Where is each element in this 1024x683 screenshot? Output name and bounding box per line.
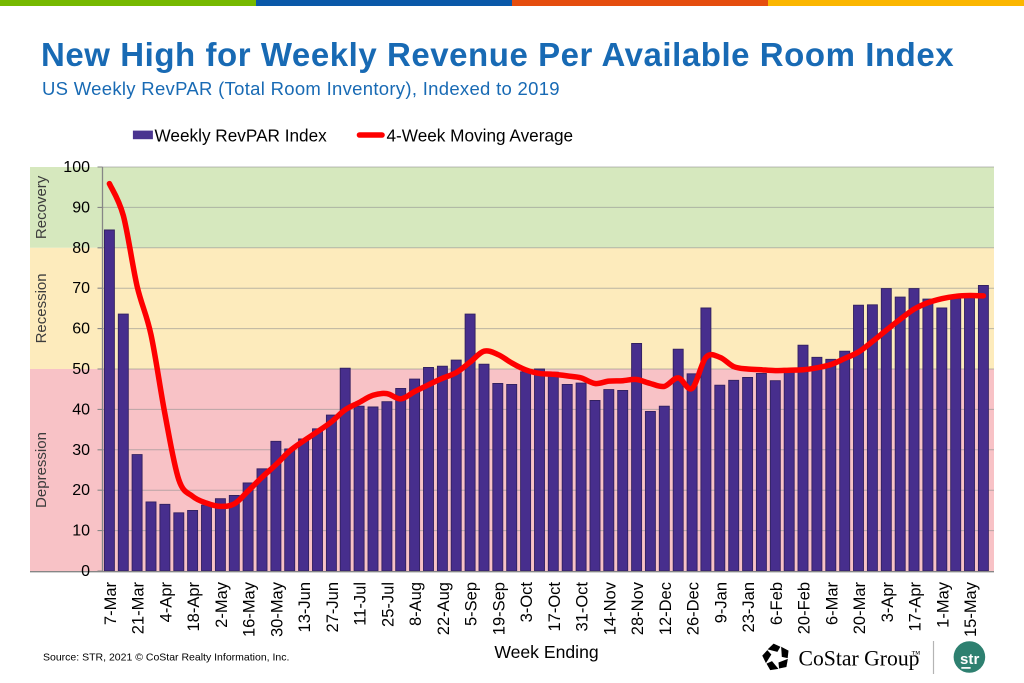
svg-text:Source: STR, 2021 © CoStar Rea: Source: STR, 2021 © CoStar Realty Inform…: [43, 652, 289, 664]
svg-text:70: 70: [72, 280, 90, 297]
svg-text:Weekly RevPAR Index: Weekly RevPAR Index: [155, 126, 328, 146]
svg-text:7-Mar: 7-Mar: [102, 582, 120, 626]
svg-text:90: 90: [72, 199, 90, 216]
svg-text:12-Dec: 12-Dec: [657, 582, 675, 635]
svg-text:Recovery: Recovery: [33, 175, 50, 239]
svg-text:2-May: 2-May: [213, 581, 231, 628]
svg-text:3-Oct: 3-Oct: [518, 582, 536, 623]
svg-text:22-Aug: 22-Aug: [435, 582, 453, 635]
svg-text:str: str: [960, 651, 980, 668]
svg-text:27-Jun: 27-Jun: [324, 582, 342, 632]
svg-text:30: 30: [72, 442, 90, 459]
svg-text:Week Ending: Week Ending: [494, 642, 598, 662]
svg-text:14-Nov: 14-Nov: [601, 581, 619, 635]
svg-text:4-Week Moving Average: 4-Week Moving Average: [387, 126, 574, 146]
svg-text:23-Jan: 23-Jan: [740, 582, 758, 632]
svg-text:15-May: 15-May: [962, 581, 980, 637]
svg-text:3-Apr: 3-Apr: [879, 582, 897, 623]
svg-text:8-Aug: 8-Aug: [407, 582, 425, 626]
svg-text:20: 20: [72, 482, 90, 499]
svg-text:50: 50: [72, 361, 90, 378]
svg-text:17-Apr: 17-Apr: [907, 582, 925, 632]
svg-text:20-Feb: 20-Feb: [796, 582, 814, 634]
svg-text:21-Mar: 21-Mar: [130, 581, 148, 634]
svg-text:20-Mar: 20-Mar: [851, 581, 869, 634]
svg-text:6-Feb: 6-Feb: [768, 582, 786, 625]
svg-text:1-May: 1-May: [934, 581, 952, 628]
svg-text:31-Oct: 31-Oct: [574, 582, 592, 632]
svg-text:100: 100: [63, 159, 90, 176]
svg-text:26-Dec: 26-Dec: [685, 582, 703, 635]
svg-text:10: 10: [72, 523, 90, 540]
svg-text:Depression: Depression: [33, 432, 50, 508]
svg-text:Recession: Recession: [33, 273, 50, 343]
svg-text:4-Apr: 4-Apr: [157, 582, 175, 623]
svg-text:25-Jul: 25-Jul: [379, 582, 397, 627]
svg-text:17-Oct: 17-Oct: [546, 582, 564, 632]
svg-text:18-Apr: 18-Apr: [185, 582, 203, 632]
svg-text:6-Mar: 6-Mar: [823, 582, 841, 626]
svg-text:0: 0: [81, 563, 90, 580]
svg-text:™: ™: [912, 649, 921, 659]
svg-text:CoStar Group: CoStar Group: [799, 646, 920, 671]
svg-text:40: 40: [72, 401, 90, 418]
svg-text:13-Jun: 13-Jun: [296, 582, 314, 632]
svg-text:28-Nov: 28-Nov: [629, 581, 647, 635]
svg-text:5-Sep: 5-Sep: [463, 582, 481, 626]
svg-text:9-Jan: 9-Jan: [712, 582, 730, 623]
svg-text:16-May: 16-May: [241, 581, 259, 637]
svg-text:60: 60: [72, 321, 90, 338]
svg-text:11-Jul: 11-Jul: [352, 582, 370, 626]
svg-text:30-May: 30-May: [268, 581, 286, 637]
svg-text:19-Sep: 19-Sep: [490, 582, 508, 635]
svg-text:80: 80: [72, 240, 90, 257]
